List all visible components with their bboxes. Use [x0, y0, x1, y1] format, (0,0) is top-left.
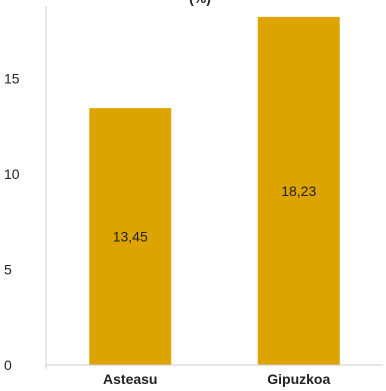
data-label: 13,45: [113, 229, 148, 245]
y-tick-label: 10: [4, 166, 20, 182]
bars: 13,45 18,23: [89, 16, 340, 365]
chart-title: (%): [189, 0, 211, 6]
x-tick-label: Gipuzkoa: [267, 371, 330, 387]
y-tick-label: 15: [4, 71, 20, 87]
y-tick-label: 0: [4, 357, 12, 373]
bar-gipuzkoa: [257, 16, 340, 365]
data-label: 18,23: [281, 183, 316, 199]
y-tick-label: 5: [4, 262, 12, 278]
bar-asteasu: [89, 108, 172, 365]
x-tick-label: Asteasu: [103, 371, 157, 387]
y-axis: 0 5 10 15: [4, 6, 47, 373]
x-axis: Asteasu Gipuzkoa: [46, 364, 383, 387]
